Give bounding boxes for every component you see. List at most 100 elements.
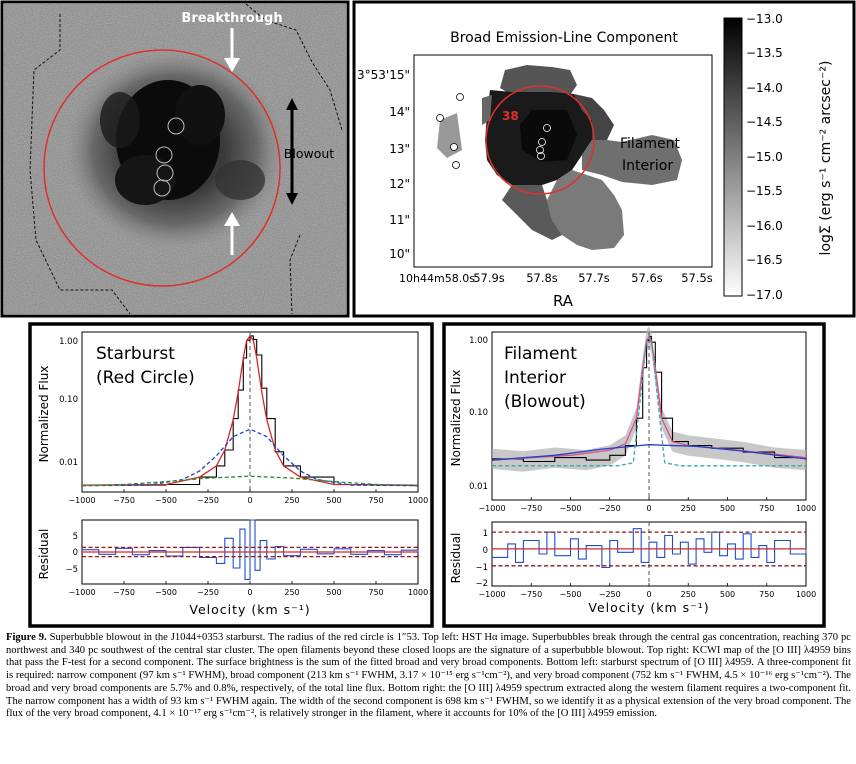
filament-contour bbox=[29, 14, 131, 314]
x-tick-label: −500 bbox=[560, 590, 582, 599]
ra-tick: 57.8s bbox=[526, 271, 558, 285]
arrow-up-icon bbox=[224, 212, 240, 255]
ra-tick-labels: 10h44m58.0s 57.9s 57.8s 57.7s 57.6s 57.5… bbox=[399, 271, 713, 285]
filament-label: Filament bbox=[620, 136, 681, 152]
series-line-1 bbox=[81, 334, 419, 486]
figure-label: Figure 9. bbox=[6, 632, 47, 643]
dec-tick: 14" bbox=[389, 105, 410, 119]
caption-text: Superbubble blowout in the J1044+0353 st… bbox=[6, 632, 851, 720]
series-line-3 bbox=[81, 475, 419, 487]
x-tick-label: 0 bbox=[646, 590, 651, 599]
flux-ytick: 1.00 bbox=[469, 336, 488, 346]
x-tick-label: 500 bbox=[326, 588, 341, 597]
figure-caption: Figure 9. Superbubble blowout in the J10… bbox=[6, 632, 851, 721]
x-tick-label: 750 bbox=[759, 590, 774, 599]
x-tick-label: −250 bbox=[599, 504, 621, 513]
blowout-label: Blowout bbox=[284, 146, 334, 161]
starburst-spectrum-panel: 1.00 0.10 0.01 −1000 −750 −500 −250 0 250 500 7… bbox=[28, 322, 434, 628]
x-tick-label: −750 bbox=[520, 504, 542, 513]
x-tick-label: 500 bbox=[720, 504, 735, 513]
dec-tick: 12" bbox=[389, 177, 410, 191]
colorbar-tick: −15.5 bbox=[746, 184, 783, 198]
flux-ytick: 0.01 bbox=[469, 482, 488, 492]
residual-ytick-labels: 1 0 −1 −2 bbox=[475, 529, 488, 589]
colorbar-ticks: −13.0 −13.5 −14.0 −14.5 −15.0 −15.5 −16.… bbox=[746, 12, 783, 302]
velocity-xlabel: Velocity (km s⁻¹) bbox=[189, 602, 310, 617]
residual-ytick-labels: 5 0 −5 bbox=[65, 532, 78, 575]
x-tick-label: −250 bbox=[197, 588, 219, 597]
dec-tick-labels: 3°53'15" 14" 13" 12" 11" 10" bbox=[357, 68, 410, 261]
residual-xtick-labels: −1000 −750 −500 −250 0 250 500 750 1000 bbox=[478, 590, 816, 599]
interior-label: Interior bbox=[622, 158, 673, 174]
breakthrough-label: Breakthrough bbox=[181, 11, 282, 26]
residual-ylabel: Residual bbox=[37, 529, 51, 580]
residual-ylabel: Residual bbox=[449, 533, 463, 584]
x-tick-label: 250 bbox=[284, 588, 299, 597]
map-bins bbox=[437, 65, 682, 250]
flux-ytick-labels: 1.00 0.10 0.01 bbox=[469, 336, 488, 492]
flux-ytick: 0.10 bbox=[469, 408, 488, 418]
filament-spectrum-panel: 1.00 0.10 0.01 −1000 −750 −500 −250 0 250 500 7… bbox=[442, 322, 826, 628]
colorbar-tick: −16.0 bbox=[746, 219, 783, 233]
map-xlabel: RA bbox=[553, 292, 574, 310]
ra-tick: 57.9s bbox=[473, 271, 505, 285]
x-tick-label: −750 bbox=[113, 588, 135, 597]
double-arrow-icon bbox=[286, 98, 298, 205]
interior-label: Interior bbox=[504, 368, 566, 388]
red-circle-label: (Red Circle) bbox=[96, 368, 195, 388]
x-tick-label: −250 bbox=[599, 590, 621, 599]
x-tick-label: 0 bbox=[247, 588, 252, 597]
x-tick-label: 0 bbox=[646, 504, 651, 513]
x-tick-label: 1000 bbox=[796, 504, 816, 513]
starburst-red-circle bbox=[43, 49, 281, 287]
residual-ytick: −5 bbox=[65, 565, 78, 575]
colorbar-tick: −14.0 bbox=[746, 81, 783, 95]
series-line-0 bbox=[492, 528, 807, 569]
x-tick-label: −750 bbox=[113, 496, 135, 505]
colorbar bbox=[723, 17, 743, 297]
flux-ylabel: Normalized Flux bbox=[449, 370, 463, 467]
star-cluster-circle bbox=[167, 117, 185, 135]
cluster-markers bbox=[436, 93, 551, 169]
x-tick-label: 1000 bbox=[408, 588, 428, 597]
flux-xtick-labels: −1000 −750 −500 −250 0 250 500 750 1000 bbox=[478, 504, 816, 513]
starburst-marker: 38 bbox=[502, 109, 519, 123]
flux-xtick-labels: −1000 −750 −500 −250 0 250 500 750 1000 bbox=[68, 496, 428, 505]
series-line-2 bbox=[81, 428, 419, 487]
dec-tick: 10" bbox=[389, 247, 410, 261]
starburst-label: Starburst bbox=[96, 344, 175, 364]
residual-ytick: 5 bbox=[73, 532, 78, 542]
map-title: Broad Emission-Line Component bbox=[450, 30, 678, 46]
dec-tick: 13" bbox=[389, 142, 410, 156]
flux-ytick: 0.10 bbox=[59, 395, 78, 405]
x-tick-label: −250 bbox=[197, 496, 219, 505]
colorbar-tick: −15.0 bbox=[746, 150, 783, 164]
x-tick-label: 0 bbox=[247, 496, 252, 505]
colorbar-label: logΣ (erg s⁻¹ cm⁻² arcsec⁻²) bbox=[818, 61, 834, 256]
x-tick-label: 750 bbox=[368, 588, 383, 597]
x-tick-label: −500 bbox=[155, 588, 177, 597]
velocity-xlabel: Velocity (km s⁻¹) bbox=[588, 600, 709, 615]
x-tick-label: 500 bbox=[720, 590, 735, 599]
residual-xtick-labels: −1000 −750 −500 −250 0 250 500 750 1000 bbox=[68, 588, 428, 597]
arrow-down-icon bbox=[224, 28, 240, 72]
blowout-label: (Blowout) bbox=[504, 392, 586, 412]
filament-contour bbox=[289, 234, 301, 314]
x-tick-label: 750 bbox=[759, 504, 774, 513]
flux-ylabel: Normalized Flux bbox=[37, 366, 51, 463]
x-tick-label: −750 bbox=[520, 590, 542, 599]
series-line-2 bbox=[491, 444, 807, 461]
colorbar-tick: −13.5 bbox=[746, 46, 783, 60]
residual-ytick: −1 bbox=[475, 563, 488, 573]
ra-tick: 57.5s bbox=[681, 271, 713, 285]
filament-contour bbox=[245, 4, 343, 131]
x-tick-label: 1000 bbox=[796, 590, 816, 599]
dec-tick: 11" bbox=[389, 213, 410, 227]
residual-ytick: 1 bbox=[483, 529, 488, 539]
ra-tick: 57.6s bbox=[631, 271, 663, 285]
star-cluster-circle bbox=[155, 146, 173, 164]
x-tick-label: 500 bbox=[326, 496, 341, 505]
filament-label: Filament bbox=[504, 344, 577, 364]
x-tick-label: 1000 bbox=[408, 496, 428, 505]
dec-tick: 3°53'15" bbox=[357, 68, 410, 82]
